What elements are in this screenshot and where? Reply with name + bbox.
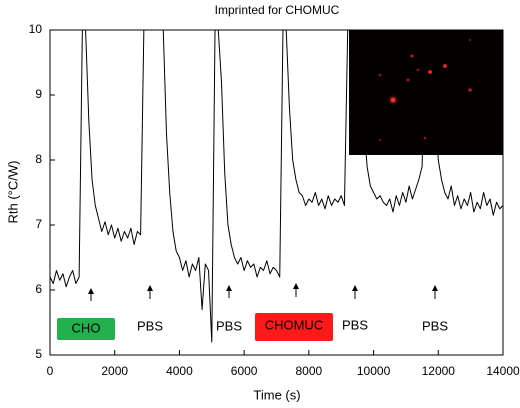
x-tick-label: 14000 bbox=[486, 364, 520, 378]
y-tick-label: 6 bbox=[35, 282, 42, 296]
x-tick-label: 0 bbox=[47, 364, 54, 378]
annotation-arrowhead bbox=[352, 285, 358, 291]
data-line bbox=[50, 30, 503, 343]
annotation-label: PBS bbox=[422, 318, 448, 333]
y-tick-label: 10 bbox=[29, 22, 43, 36]
plot-area bbox=[50, 30, 503, 343]
x-tick-label: 8000 bbox=[296, 364, 323, 378]
annotation-arrowhead bbox=[432, 285, 438, 291]
annotation-arrowhead bbox=[147, 285, 153, 291]
inset-image bbox=[349, 30, 503, 155]
x-axis-label: Time (s) bbox=[253, 387, 300, 402]
x-tick-label: 2000 bbox=[101, 364, 128, 378]
chart-title: Imprinted for CHOMUC bbox=[215, 3, 340, 17]
x-tick-label: 6000 bbox=[231, 364, 258, 378]
annotation-arrowhead bbox=[88, 288, 94, 294]
plot-frame bbox=[49, 29, 504, 356]
y-axis-label: Rth (°C/W) bbox=[5, 161, 20, 224]
annotation-label: PBS bbox=[137, 318, 163, 333]
x-tick-label: 4000 bbox=[166, 364, 193, 378]
y-tick-label: 7 bbox=[35, 217, 42, 231]
y-tick-label: 5 bbox=[35, 347, 42, 361]
annotation-label: PBS bbox=[216, 318, 242, 333]
annotation-label: PBS bbox=[342, 317, 368, 332]
annotation-box bbox=[255, 313, 333, 341]
x-tick-label: 12000 bbox=[422, 364, 456, 378]
annotation-label: CHO bbox=[72, 320, 101, 335]
y-tick-label: 9 bbox=[35, 87, 42, 101]
annotation-arrowhead bbox=[293, 283, 299, 289]
x-tick-label: 10000 bbox=[357, 364, 391, 378]
annotation-label: CHOMUC bbox=[265, 317, 324, 332]
annotation-arrowhead bbox=[226, 285, 232, 291]
y-tick-label: 8 bbox=[35, 152, 42, 166]
annotation-box bbox=[57, 318, 115, 340]
